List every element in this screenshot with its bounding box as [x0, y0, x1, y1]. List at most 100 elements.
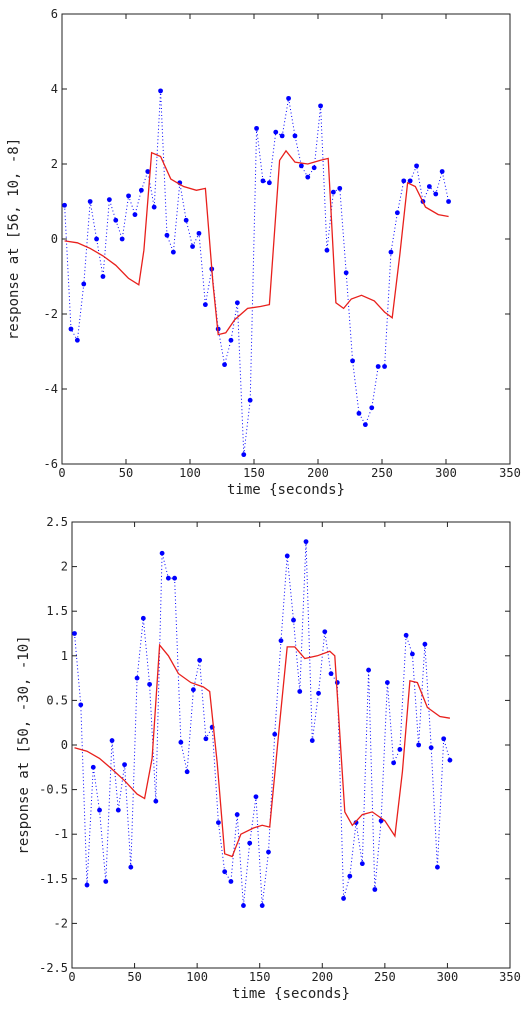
data-point	[362, 422, 368, 428]
data-point	[341, 896, 346, 901]
data-point	[388, 249, 394, 255]
data-point	[234, 812, 240, 817]
data-point	[100, 274, 106, 279]
data-point	[303, 539, 309, 545]
data-point	[403, 632, 409, 638]
data-point	[119, 236, 125, 242]
x-axis-label: time {seconds}	[232, 986, 350, 1002]
data-point	[158, 88, 163, 94]
data-point	[369, 405, 375, 411]
y-tick-label: 0	[61, 738, 68, 752]
data-point	[435, 864, 440, 870]
data-point	[409, 651, 415, 657]
data-point	[422, 641, 428, 647]
data-point	[109, 738, 115, 743]
data-point	[247, 397, 253, 403]
data-point	[72, 631, 77, 636]
data-point	[372, 887, 378, 892]
data-point	[297, 689, 303, 694]
data-point	[353, 820, 359, 826]
data-point	[222, 362, 227, 368]
data-point	[138, 187, 144, 193]
data-point	[253, 794, 259, 800]
data-point	[391, 760, 397, 766]
data-point	[113, 217, 119, 223]
x-tick-label: 350	[499, 466, 521, 480]
data-point	[311, 165, 317, 171]
y-tick-label: -0.5	[39, 783, 68, 797]
data-point	[322, 629, 328, 635]
y-tick-label: -1	[54, 827, 68, 841]
x-tick-label: 100	[186, 970, 208, 984]
y-tick-label: -2.5	[39, 961, 68, 975]
fitted-series-line	[74, 643, 451, 858]
data-point	[350, 358, 355, 364]
x-tick-label: 100	[179, 466, 201, 480]
y-tick-label: 6	[51, 7, 58, 21]
y-tick-label: -6	[44, 457, 58, 471]
data-point	[284, 553, 290, 559]
data-point	[216, 820, 221, 826]
data-point	[190, 687, 196, 693]
data-point	[259, 903, 265, 908]
data-point	[94, 236, 99, 242]
data-point	[74, 337, 80, 343]
data-point	[260, 178, 266, 184]
x-tick-label: 0	[68, 970, 75, 984]
data-point	[78, 702, 84, 708]
x-tick-label: 250	[371, 466, 393, 480]
y-tick-label: 2	[51, 157, 58, 171]
data-point	[428, 745, 434, 751]
data-point	[228, 337, 234, 343]
data-point	[324, 247, 330, 253]
data-point	[106, 197, 112, 203]
data-point	[132, 212, 138, 218]
data-point	[172, 575, 178, 581]
data-point	[266, 180, 272, 186]
y-tick-label: -4	[44, 382, 58, 396]
data-point	[273, 129, 279, 135]
data-point	[441, 736, 447, 742]
data-point	[266, 849, 271, 855]
data-point	[196, 230, 202, 236]
data-point	[126, 193, 131, 199]
data-point	[382, 364, 387, 369]
data-point	[159, 550, 165, 556]
data-point	[394, 210, 400, 216]
data-point	[292, 133, 298, 139]
y-tick-label: 2.5	[46, 515, 68, 529]
x-tick-label: 150	[249, 970, 271, 984]
data-point	[433, 191, 439, 197]
data-point	[375, 364, 381, 369]
data-point	[334, 680, 340, 685]
data-point	[407, 178, 413, 184]
x-tick-label: 0	[58, 466, 65, 480]
y-tick-label: 0	[51, 232, 58, 246]
data-point	[356, 410, 362, 416]
x-axis-label: time {seconds}	[227, 482, 345, 498]
data-point	[384, 680, 390, 685]
data-point	[183, 217, 189, 223]
data-point	[147, 681, 152, 687]
data-point	[366, 667, 371, 673]
x-tick-label: 150	[243, 466, 265, 480]
data-point	[343, 270, 349, 276]
x-tick-label: 300	[435, 466, 457, 480]
data-point	[115, 807, 121, 813]
data-point	[87, 199, 93, 204]
data-point	[90, 764, 96, 770]
data-point	[81, 281, 87, 287]
data-point	[190, 244, 195, 249]
x-tick-label: 300	[437, 970, 459, 984]
data-point	[203, 736, 209, 742]
data-point	[347, 873, 353, 879]
data-point	[122, 762, 127, 768]
data-point	[328, 671, 334, 677]
y-tick-label: 2	[61, 560, 68, 574]
x-tick-label: 250	[374, 970, 396, 984]
data-point	[145, 169, 151, 174]
data-point	[446, 199, 451, 204]
data-point	[278, 638, 284, 644]
data-point	[222, 869, 228, 875]
